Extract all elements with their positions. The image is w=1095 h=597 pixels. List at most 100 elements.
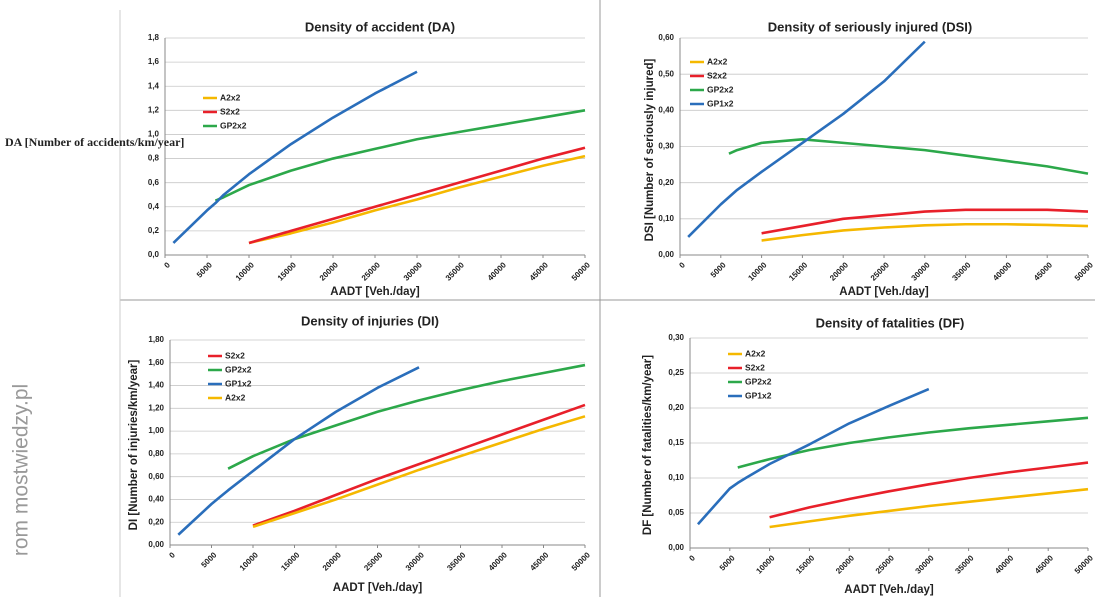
- x-tick-label: 50000: [570, 260, 592, 282]
- x-tick-label: 35000: [950, 260, 972, 282]
- y-tick-label: 1,60: [148, 358, 164, 367]
- y-tick-label: 0,4: [148, 202, 160, 211]
- x-tick-label: 45000: [1033, 553, 1055, 575]
- x-tick-label: 50000: [1073, 553, 1095, 575]
- y-axis-label: DSI [Number of seriously injured]: [644, 58, 656, 241]
- x-tick-label: 20000: [318, 260, 340, 282]
- x-tick-label: 15000: [279, 550, 301, 572]
- x-tick-label: 30000: [402, 260, 424, 282]
- y-tick-label: 0,0: [148, 250, 160, 259]
- x-tick-label: 15000: [787, 260, 809, 282]
- chart-title: Density of accident (DA): [305, 19, 455, 34]
- y-tick-label: 0,00: [658, 250, 674, 259]
- legend-label: S2x2: [707, 70, 727, 80]
- x-tick-label: 25000: [362, 550, 384, 572]
- y-tick-label: 0,30: [658, 142, 674, 151]
- x-tick-label: 5000: [718, 553, 737, 572]
- x-tick-label: 50000: [1073, 260, 1095, 282]
- y-tick-label: 1,80: [148, 335, 164, 344]
- x-tick-label: 40000: [487, 550, 509, 572]
- x-tick-label: 10000: [234, 260, 256, 282]
- y-tick-label: 1,2: [148, 105, 160, 114]
- legend-label: A2x2: [707, 56, 728, 66]
- series-line: [761, 208, 1089, 235]
- legend-label: GP2x2: [707, 84, 734, 94]
- y-tick-label: 0,80: [148, 449, 164, 458]
- x-tick-label: 30000: [910, 260, 932, 282]
- x-axis-label: AADT [Veh./day]: [844, 584, 934, 596]
- x-tick-label: 45000: [528, 550, 550, 572]
- series-line: [248, 146, 586, 245]
- x-tick-label: 0: [167, 550, 177, 560]
- series-line: [252, 403, 586, 527]
- x-axis-label: AADT [Veh./day]: [839, 286, 929, 298]
- series-line: [227, 363, 586, 470]
- y-tick-label: 0,10: [668, 473, 684, 482]
- y-tick-label: 1,20: [148, 403, 164, 412]
- watermark: rom mostwiedzy.pl: [10, 384, 33, 556]
- x-tick-label: 20000: [321, 550, 343, 572]
- legend-label: GP2x2: [745, 376, 772, 386]
- series-line: [728, 137, 1089, 175]
- y-tick-label: 1,6: [148, 57, 160, 66]
- x-tick-label: 30000: [404, 550, 426, 572]
- x-tick-label: 45000: [528, 260, 550, 282]
- x-tick-label: 15000: [276, 260, 298, 282]
- x-tick-label: 20000: [828, 260, 850, 282]
- y-tick-label: 0,00: [148, 540, 164, 549]
- legend-label: S2x2: [745, 362, 765, 372]
- x-tick-label: 40000: [486, 260, 508, 282]
- x-tick-label: 25000: [874, 553, 896, 575]
- y-tick-label: 1,00: [148, 426, 164, 435]
- x-axis-label: AADT [Veh./day]: [330, 286, 420, 298]
- x-tick-label: 10000: [746, 260, 768, 282]
- x-tick-label: 20000: [834, 553, 856, 575]
- y-tick-label: 0,40: [658, 105, 674, 114]
- series-line: [252, 415, 586, 529]
- y-tick-label: 0,40: [148, 495, 164, 504]
- x-tick-label: 50000: [570, 550, 592, 572]
- x-tick-label: 10000: [754, 553, 776, 575]
- series-line: [248, 154, 586, 245]
- y-tick-label: 0,60: [148, 472, 164, 481]
- legend-label: GP1x2: [707, 98, 734, 108]
- x-tick-label: 25000: [360, 260, 382, 282]
- y-tick-label: 0,05: [668, 508, 684, 517]
- x-tick-label: 10000: [238, 550, 260, 572]
- chart-title: Density of seriously injured (DSI): [768, 19, 972, 34]
- y-axis-label: DA [Number of accidents/km/year]: [5, 135, 184, 149]
- legend-label: GP1x2: [745, 390, 772, 400]
- x-tick-label: 30000: [914, 553, 936, 575]
- x-tick-label: 5000: [195, 260, 214, 279]
- series-line: [737, 416, 1089, 469]
- y-tick-label: 0,6: [148, 178, 160, 187]
- x-tick-label: 0: [687, 553, 697, 563]
- y-tick-label: 0,25: [668, 368, 684, 377]
- y-tick-label: 0,2: [148, 226, 160, 235]
- x-tick-label: 45000: [1032, 260, 1054, 282]
- series-line: [761, 222, 1089, 242]
- y-tick-label: 0,20: [148, 517, 164, 526]
- series-line: [177, 366, 420, 536]
- series-line: [172, 70, 418, 244]
- x-tick-label: 40000: [991, 260, 1013, 282]
- legend-label: GP2x2: [220, 120, 247, 130]
- series-line: [696, 387, 930, 526]
- chart-title: Density of injuries (DI): [301, 313, 439, 328]
- x-tick-label: 35000: [445, 550, 467, 572]
- x-tick-label: 35000: [953, 553, 975, 575]
- y-tick-label: 1,4: [148, 81, 160, 90]
- y-tick-label: 0,10: [658, 214, 674, 223]
- x-tick-label: 0: [677, 260, 687, 270]
- y-axis-label: DF [Number of fatalities/km/year]: [642, 355, 654, 535]
- y-tick-label: 0,60: [658, 33, 674, 42]
- y-tick-label: 1,40: [148, 381, 164, 390]
- legend-label: S2x2: [225, 350, 245, 360]
- x-tick-label: 35000: [444, 260, 466, 282]
- y-tick-label: 0,50: [658, 69, 674, 78]
- y-tick-label: 0,8: [148, 154, 160, 163]
- x-tick-label: 15000: [794, 553, 816, 575]
- y-tick-label: 0,20: [668, 403, 684, 412]
- y-tick-label: 1,8: [148, 33, 160, 42]
